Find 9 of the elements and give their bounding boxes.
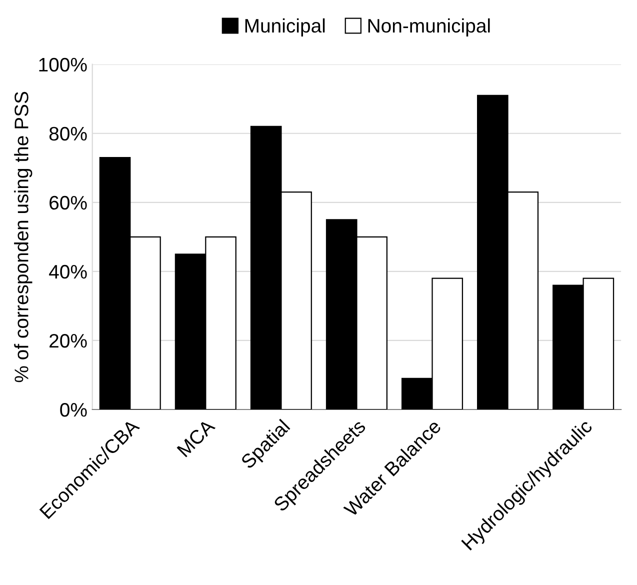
y-tick-label: 100%	[39, 58, 87, 72]
y-tick-label: 60%	[50, 196, 87, 210]
y-tick-label: 80%	[49, 126, 87, 141]
legend-label: Municipal	[245, 18, 325, 36]
y-tick-label: 0%	[60, 402, 87, 417]
y-tick-label: 20%	[50, 334, 87, 348]
y-axis-title: % of corresponden using the PSS	[14, 92, 32, 382]
legend-label: Non-municipal	[368, 18, 490, 36]
y-tick-label: 40%	[49, 264, 87, 279]
